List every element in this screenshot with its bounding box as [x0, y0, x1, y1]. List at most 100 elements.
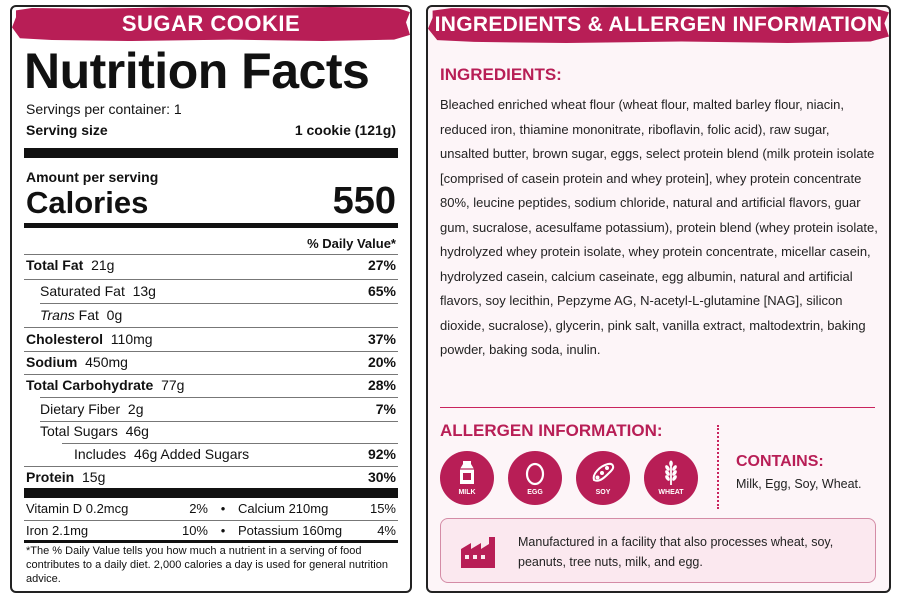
- nutrient-name: Total Fat: [26, 257, 84, 273]
- nutrient-row-protein: Protein 15g 30%: [26, 469, 396, 485]
- micronutrient-name: Iron 2.1mg: [26, 523, 89, 538]
- micronutrient-dv: 4%: [377, 523, 396, 538]
- product-name-banner: SUGAR COOKIE: [12, 7, 410, 41]
- nutrient-dv: 92%: [367, 446, 396, 462]
- section-divider: [440, 407, 875, 408]
- bullet-separator: •: [220, 501, 226, 516]
- ingredients-heading: INGREDIENTS:: [440, 65, 562, 84]
- nutrient-row-saturated-fat: Saturated Fat 13g 65%: [40, 283, 396, 299]
- micronutrient-name: Potassium 160mg: [238, 523, 343, 538]
- nutrient-amount: 46g: [125, 423, 149, 439]
- divider: [24, 374, 398, 375]
- contains-list: Milk, Egg, Soy, Wheat.: [736, 477, 862, 491]
- nutrient-name: Trans: [40, 307, 75, 323]
- nutrient-name: Total Sugars: [40, 423, 118, 439]
- divider: [24, 466, 398, 467]
- calories-row: Calories 550: [26, 180, 396, 223]
- medium-divider: [24, 223, 398, 228]
- facility-text: Manufactured in a facility that also pro…: [518, 535, 834, 569]
- nutrient-amount: 77g: [161, 377, 185, 393]
- nutrient-dv: 7%: [375, 401, 396, 417]
- divider: [24, 327, 398, 328]
- micronutrient-name: Vitamin D 0.2mcg: [26, 501, 129, 516]
- nutrient-dv: 28%: [367, 377, 396, 393]
- daily-value-footnote: *The % Daily Value tells you how much a …: [26, 545, 388, 585]
- allergen-egg: EGG: [508, 451, 562, 505]
- bullet-separator: •: [220, 523, 226, 538]
- servings-per-container: Servings per container: 1: [26, 101, 182, 117]
- medium-divider: [24, 540, 398, 543]
- micronutrient-dv: 2%: [189, 501, 208, 516]
- calories-label: Calories: [26, 185, 149, 220]
- milk-carton-icon: [460, 461, 474, 484]
- nutrition-facts-title: Nutrition Facts: [24, 43, 370, 99]
- allergen-soy: SOY: [576, 451, 630, 505]
- micronutrient-dv: 10%: [181, 523, 208, 538]
- allergen-milk: MILK: [440, 451, 494, 505]
- nutrient-row-trans-fat: Trans Fat 0g: [40, 307, 396, 323]
- nutrition-facts-panel: SUGAR COOKIE Nutrition Facts Servings pe…: [10, 5, 412, 593]
- thick-divider: [24, 488, 398, 498]
- factory-icon: [461, 537, 495, 568]
- nutrient-name-suffix: Fat: [78, 307, 99, 323]
- nutrient-row-dietary-fiber: Dietary Fiber 2g 7%: [40, 401, 396, 417]
- allergen-label: EGG: [527, 489, 543, 496]
- contains-heading: CONTAINS:: [736, 453, 824, 470]
- divider: [40, 397, 398, 398]
- nutrient-dv: 65%: [367, 283, 396, 299]
- soybean-icon: [592, 462, 615, 482]
- nutrient-name: Protein: [26, 469, 75, 485]
- nutrient-row-added-sugars: Includes 46g Added Sugars 92%: [74, 446, 396, 462]
- facility-notice: Manufactured in a facility that also pro…: [440, 518, 876, 583]
- allergen-label: SOY: [595, 489, 611, 496]
- calories-value: 550: [332, 180, 396, 222]
- ingredients-list: Bleached enriched wheat flour (wheat flo…: [440, 97, 878, 357]
- nutrient-dv: 27%: [367, 257, 396, 273]
- nutrient-amount: 46g Added Sugars: [133, 446, 250, 462]
- nutrient-amount: 13g: [132, 283, 156, 299]
- allergen-label: MILK: [458, 489, 476, 496]
- micronutrient-row: Vitamin D 0.2mcg 2% • Calcium 210mg 15%: [26, 501, 396, 516]
- divider: [24, 279, 398, 280]
- nutrient-dv: 20%: [367, 354, 396, 370]
- daily-value-header: % Daily Value*: [307, 236, 396, 251]
- nutrient-name: Total Carbohydrate: [26, 377, 154, 393]
- nutrient-amount: 0g: [106, 307, 123, 323]
- divider: [24, 254, 398, 255]
- info-banner: INGREDIENTS & ALLERGEN INFORMATION: [428, 7, 889, 43]
- amount-per-serving: Amount per serving: [26, 169, 159, 185]
- nutrient-amount: 110mg: [110, 331, 153, 347]
- nutrient-row-total-sugars: Total Sugars 46g: [40, 423, 396, 439]
- dotted-divider: [717, 425, 719, 509]
- micronutrient-dv: 15%: [369, 501, 396, 516]
- nutrient-dv: 30%: [367, 469, 396, 485]
- nutrient-name: Includes: [74, 446, 127, 462]
- micronutrient-name: Calcium 210mg: [238, 501, 329, 516]
- allergen-wheat: WHEAT: [644, 451, 698, 505]
- divider: [24, 520, 398, 521]
- allergen-icon-row: MILK EGG SOY: [440, 451, 698, 505]
- nutrient-name: Dietary Fiber: [40, 401, 121, 417]
- nutrient-amount: 15g: [82, 469, 106, 485]
- divider: [62, 443, 398, 444]
- allergen-heading: ALLERGEN INFORMATION:: [440, 421, 663, 440]
- serving-size-value: 1 cookie (121g): [294, 122, 396, 138]
- nutrient-name: Cholesterol: [26, 331, 104, 347]
- serving-size-label: Serving size: [26, 122, 108, 138]
- nutrient-amount: 2g: [127, 401, 144, 417]
- ingredients-allergen-panel: INGREDIENTS & ALLERGEN INFORMATION INGRE…: [426, 5, 891, 593]
- nutrient-row-total-fat: Total Fat 21g 27%: [26, 257, 396, 273]
- nutrient-row-total-carbohydrate: Total Carbohydrate 77g 28%: [26, 377, 396, 393]
- nutrient-dv: 37%: [367, 331, 396, 347]
- divider: [40, 303, 398, 304]
- nutrient-amount: 21g: [91, 257, 115, 273]
- nutrient-name: Saturated Fat: [40, 283, 125, 299]
- nutrient-name: Sodium: [26, 354, 78, 370]
- nutrient-row-sodium: Sodium 450mg 20%: [26, 354, 396, 370]
- wheat-icon: [665, 460, 677, 485]
- divider: [40, 421, 398, 422]
- nutrient-amount: 450mg: [85, 354, 128, 370]
- allergen-label: WHEAT: [658, 489, 684, 496]
- serving-size-row: Serving size 1 cookie (121g): [26, 122, 396, 138]
- nutrient-row-cholesterol: Cholesterol 110mg 37%: [26, 331, 396, 347]
